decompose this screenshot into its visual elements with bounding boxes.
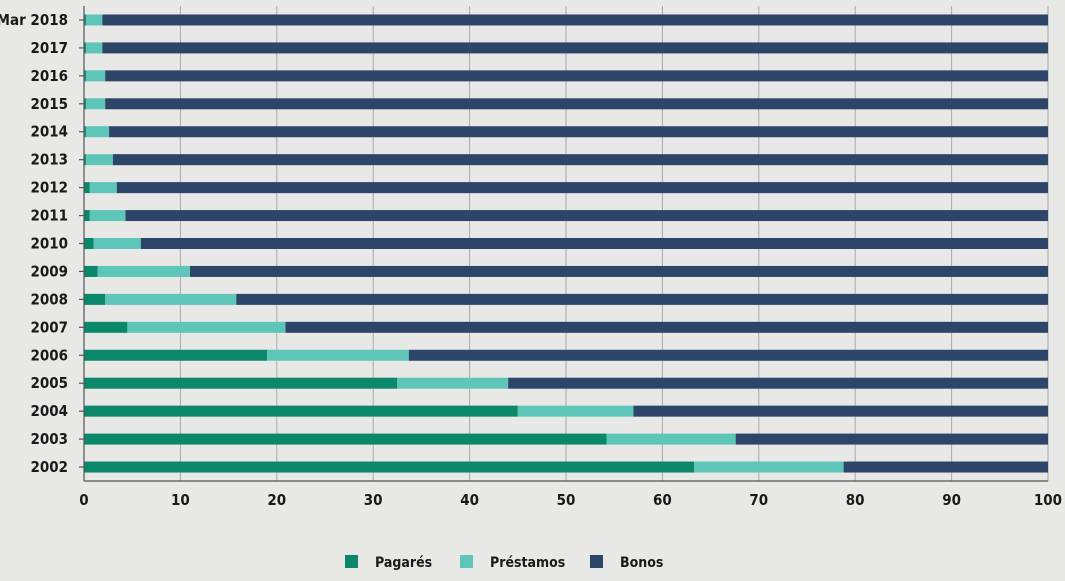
x-tick-label-30: 30: [364, 491, 383, 509]
bar-pagar-s-2011: [84, 210, 90, 222]
bars: [84, 14, 1049, 473]
bar-bonos-2014: [109, 126, 1048, 138]
legend-swatch-bonos: [590, 555, 603, 568]
bar-pr-stamos-2013: [85, 154, 113, 166]
bar-pagar-s-2013: [84, 154, 86, 166]
y-tick-label-2014: 2014: [30, 123, 68, 141]
y-tick-label-2003: 2003: [30, 430, 68, 448]
bar-pr-stamos-2008: [105, 293, 237, 305]
bar-bonos-2015: [105, 98, 1048, 110]
bar-bonos-2004: [633, 405, 1048, 417]
bar-pagar-s-2015: [84, 98, 86, 110]
bar-bonos-2007: [285, 321, 1048, 333]
bar-pagar-s-2006: [84, 349, 268, 361]
bar-pr-stamos-2011: [89, 210, 126, 222]
bar-bonos-2017: [102, 42, 1049, 54]
x-tick-label-10: 10: [171, 491, 190, 509]
legend-label-pagar-s: Pagarés: [375, 555, 432, 571]
y-tick-label-2011: 2011: [30, 207, 68, 225]
y-tick-label-2005: 2005: [30, 374, 68, 392]
y-tick-label-2004: 2004: [30, 402, 68, 420]
y-tick-label-mar-2018: Mar 2018: [0, 11, 68, 29]
x-tick-label-50: 50: [557, 491, 576, 509]
bar-pagar-s-2014: [84, 126, 86, 138]
bar-bonos-2003: [735, 433, 1048, 445]
bar-pr-stamos-2012: [89, 182, 117, 194]
bar-pagar-s-2010: [84, 238, 94, 249]
y-tick-label-2016: 2016: [30, 67, 68, 85]
bar-pagar-s-mar-2018: [84, 14, 86, 26]
bar-pagar-s-2004: [84, 405, 518, 417]
bar-bonos-2006: [408, 349, 1048, 361]
bar-bonos-2008: [236, 293, 1048, 305]
x-tick-label-70: 70: [749, 491, 768, 509]
bar-pagar-s-2008: [84, 293, 106, 305]
y-tick-label-2013: 2013: [30, 151, 68, 169]
bar-bonos-mar-2018: [102, 14, 1049, 26]
y-tick-label-2010: 2010: [30, 235, 68, 253]
x-tick-label-80: 80: [846, 491, 865, 509]
y-tick-label-2007: 2007: [30, 318, 68, 336]
bar-pr-stamos-2005: [397, 377, 509, 389]
bar-pagar-s-2012: [84, 182, 90, 194]
bar-pr-stamos-2006: [267, 349, 409, 361]
bar-pagar-s-2003: [84, 433, 607, 445]
x-tick-label-0: 0: [79, 491, 88, 509]
y-tick-label-2006: 2006: [30, 346, 68, 364]
bar-pagar-s-2007: [84, 321, 128, 333]
bar-bonos-2010: [140, 238, 1049, 249]
legend-swatch-pagar-s: [345, 555, 358, 568]
y-tick-label-2008: 2008: [30, 290, 68, 308]
legend: Pagarés Préstamos Bonos: [345, 555, 663, 571]
bar-pagar-s-2002: [84, 461, 695, 473]
bar-pr-stamos-2014: [85, 126, 110, 138]
bar-pr-stamos-2017: [85, 42, 103, 54]
bar-pagar-s-2016: [84, 70, 86, 82]
y-tick-label-2012: 2012: [30, 179, 68, 197]
bar-pr-stamos-2009: [97, 265, 191, 277]
legend-swatch-pr-stamos: [460, 555, 473, 568]
y-tick-label-2009: 2009: [30, 262, 68, 280]
bar-bonos-2009: [190, 265, 1049, 277]
bar-pr-stamos-2016: [85, 70, 106, 82]
bar-bonos-2016: [105, 70, 1048, 82]
x-tick-label-100: 100: [1034, 491, 1062, 509]
legend-label-pr-stamos: Préstamos: [490, 555, 565, 571]
x-tick-label-90: 90: [942, 491, 961, 509]
y-tick-label-2002: 2002: [30, 458, 68, 476]
x-tick-label-20: 20: [267, 491, 286, 509]
bar-pr-stamos-2015: [85, 98, 106, 110]
bar-bonos-2005: [508, 377, 1048, 389]
bar-bonos-2011: [125, 210, 1048, 222]
bar-pr-stamos-2004: [517, 405, 634, 417]
bar-bonos-2002: [843, 461, 1048, 473]
bar-pagar-s-2009: [84, 265, 98, 277]
legend-label-bonos: Bonos: [620, 555, 663, 571]
bar-pagar-s-2005: [84, 377, 398, 389]
bar-pr-stamos-2003: [606, 433, 736, 445]
bar-bonos-2012: [116, 182, 1048, 194]
bar-pr-stamos-2002: [694, 461, 844, 473]
y-tick-label-2017: 2017: [30, 39, 68, 57]
bar-bonos-2013: [112, 154, 1049, 166]
y-tick-label-2015: 2015: [30, 95, 68, 113]
x-tick-label-40: 40: [460, 491, 479, 509]
bar-pr-stamos-mar-2018: [85, 14, 103, 26]
bar-pr-stamos-2010: [93, 238, 141, 249]
bar-pagar-s-2017: [84, 42, 86, 54]
x-tick-label-60: 60: [653, 491, 672, 509]
bar-pr-stamos-2007: [127, 321, 286, 333]
axes: 0 10 20 30 40 50 60 70 80 90 100 Mar 2018 2017 2016 20…: [0, 6, 1062, 509]
